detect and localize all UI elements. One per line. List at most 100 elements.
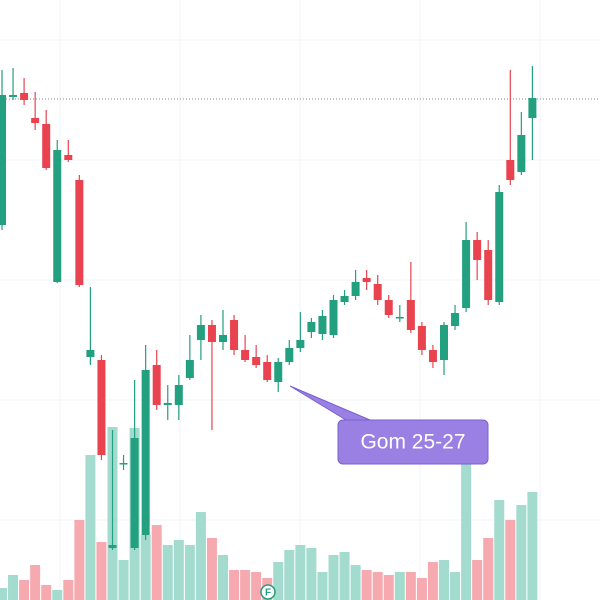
candle-body xyxy=(517,135,526,172)
candle-body xyxy=(119,463,128,465)
candle-body xyxy=(318,316,327,334)
volume-bar xyxy=(240,570,251,600)
candle-body xyxy=(440,325,448,360)
candle-body xyxy=(296,340,305,348)
candle-body xyxy=(163,403,172,405)
volume-bar xyxy=(494,500,505,600)
callout-pointer xyxy=(289,385,371,421)
candle-body xyxy=(75,180,84,285)
candle-body xyxy=(263,362,272,380)
volume-bar xyxy=(516,505,527,600)
volume-bar xyxy=(41,585,52,600)
volume-bar xyxy=(339,552,350,600)
candle-body xyxy=(241,350,250,360)
candle-body xyxy=(130,438,139,548)
volume-bar xyxy=(505,520,516,600)
volume-bar xyxy=(218,555,228,600)
candle-body xyxy=(362,278,371,282)
event-label: F xyxy=(265,588,271,599)
volume-bar xyxy=(527,492,538,600)
volume-bar xyxy=(394,572,405,600)
volume-bar xyxy=(206,538,217,600)
candle-body xyxy=(31,118,40,123)
candle-body xyxy=(252,357,261,365)
candle-body xyxy=(351,282,360,296)
callout-box xyxy=(337,419,489,465)
volume-bar xyxy=(96,542,107,600)
volume-bar xyxy=(273,562,284,600)
volume-bar xyxy=(483,538,494,600)
volume-bar xyxy=(295,545,306,600)
candle-layer xyxy=(0,66,600,550)
volume-bar xyxy=(284,550,295,600)
annotation-callout: Gom 25-27 xyxy=(289,385,489,465)
volume-bar xyxy=(372,572,383,600)
candle-body xyxy=(329,300,338,335)
candle-body xyxy=(53,150,62,282)
candle-body xyxy=(285,348,294,362)
candle-body xyxy=(86,350,95,357)
volume-bar xyxy=(450,572,461,600)
callout-text: Gom 25-27 xyxy=(360,431,465,454)
candle-body xyxy=(152,365,161,405)
candle-body xyxy=(340,296,349,302)
candle-body xyxy=(484,250,493,300)
volume-bar xyxy=(0,588,7,600)
candle-body xyxy=(395,317,404,319)
candle-body xyxy=(406,300,415,330)
candle-body xyxy=(428,350,437,362)
volume-bar xyxy=(52,590,63,600)
candle-body xyxy=(230,320,239,350)
volume-bar xyxy=(118,560,129,600)
volume-bar xyxy=(140,535,151,600)
candle-body xyxy=(274,362,283,382)
volume-bar xyxy=(173,540,184,600)
candle-body xyxy=(97,360,106,455)
candle-body xyxy=(207,325,216,342)
candle-body xyxy=(185,360,194,378)
event-marker: F xyxy=(260,584,276,600)
volume-bar xyxy=(317,572,328,600)
candle-body xyxy=(307,322,316,332)
volume-bar xyxy=(383,575,394,600)
candle-body xyxy=(174,385,183,405)
volume-bar xyxy=(472,560,483,600)
candle-body xyxy=(42,124,51,168)
candle-body xyxy=(451,313,460,326)
candle-body xyxy=(473,240,482,260)
candle-body xyxy=(506,160,515,180)
candle-body xyxy=(108,545,117,548)
volume-bar xyxy=(251,572,262,600)
candle-body xyxy=(219,335,227,342)
volume-bar xyxy=(63,580,74,600)
candle-body xyxy=(20,93,29,100)
volume-bar xyxy=(195,512,206,600)
volume-bar xyxy=(162,545,173,600)
volume-bar xyxy=(427,562,438,600)
volume-bar xyxy=(85,455,96,600)
volume-bar xyxy=(30,565,41,600)
volume-bar xyxy=(461,462,472,600)
candle-body xyxy=(64,155,73,160)
volume-bar xyxy=(328,555,339,600)
volume-bar xyxy=(361,570,372,600)
volume-bar xyxy=(184,545,195,600)
candle-body xyxy=(384,300,393,315)
volume-bar xyxy=(229,570,240,600)
candle-body xyxy=(528,98,537,118)
volume-bar xyxy=(74,520,85,600)
candle-body xyxy=(0,95,6,225)
candle-body xyxy=(9,95,18,97)
candle-body xyxy=(196,325,205,340)
volume-bar xyxy=(151,525,162,600)
candle-body xyxy=(417,326,426,350)
volume-bar xyxy=(405,572,416,600)
candle-body xyxy=(462,240,471,308)
candle-body xyxy=(373,284,382,300)
event-circle xyxy=(260,584,276,600)
volume-bar xyxy=(350,565,361,600)
volume-bar xyxy=(8,575,19,600)
volume-bar xyxy=(416,578,427,600)
candle-body xyxy=(495,192,504,302)
volume-bar xyxy=(439,560,449,600)
